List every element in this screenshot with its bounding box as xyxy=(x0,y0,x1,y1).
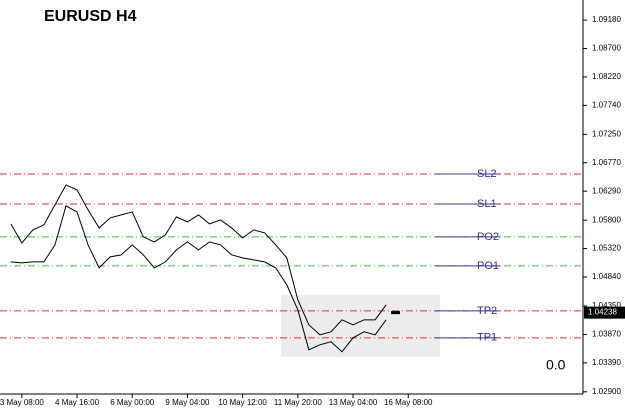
price-line xyxy=(10,184,387,336)
x-tick-label: 6 May 00:00 xyxy=(110,398,155,407)
x-tick-label: 3 May 08:00 xyxy=(0,398,44,407)
current-price-label: 1.04238 xyxy=(588,308,617,317)
profit-label: 0.0 xyxy=(546,357,566,373)
y-tick-label: 1.06290 xyxy=(592,186,621,195)
y-tick-label: 1.06770 xyxy=(592,158,621,167)
x-tick-label: 13 May 04:00 xyxy=(329,398,378,407)
y-tick-label: 1.04350 xyxy=(592,301,621,310)
y-tick-label: 1.02900 xyxy=(592,387,621,396)
x-tick-label: 9 May 04:00 xyxy=(165,398,210,407)
y-tick-label: 1.08700 xyxy=(592,44,621,53)
y-tick-label: 1.04840 xyxy=(592,272,621,281)
y-tick-label: 1.03390 xyxy=(592,358,621,367)
y-tick-label: 1.08220 xyxy=(592,72,621,81)
y-tick-label: 1.07250 xyxy=(592,129,621,138)
current-price-box xyxy=(584,306,625,319)
price-line xyxy=(10,205,387,353)
y-tick-label: 1.05320 xyxy=(592,244,621,253)
x-tick-label: 11 May 20:00 xyxy=(274,398,322,407)
y-tick-label: 1.03870 xyxy=(592,330,621,339)
y-tick-label: 1.05800 xyxy=(592,215,621,224)
y-tick-label: 1.07740 xyxy=(592,100,621,109)
x-tick-label: 16 May 08:00 xyxy=(384,398,433,407)
y-tick-label: 1.09180 xyxy=(592,15,621,24)
x-tick-label: 10 May 12:00 xyxy=(218,398,267,407)
chart-title: EURUSD H4 xyxy=(44,8,137,25)
zone-box xyxy=(281,294,440,357)
x-tick-label: 4 May 16:00 xyxy=(55,398,100,407)
